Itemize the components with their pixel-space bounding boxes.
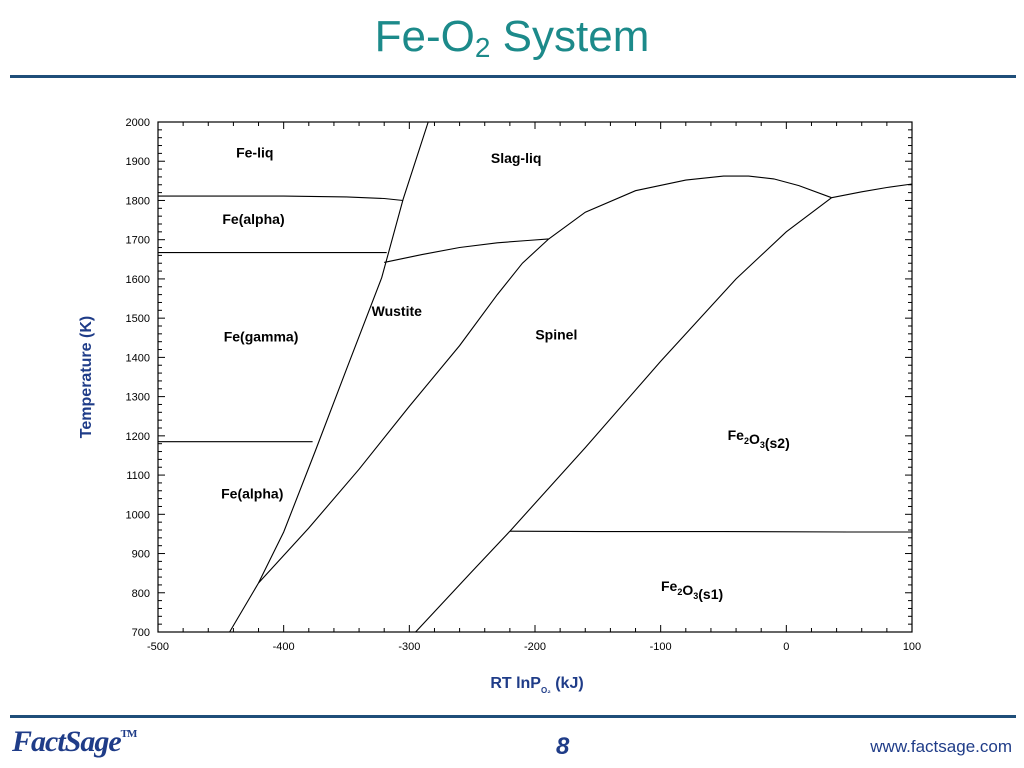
page-number: 8 bbox=[556, 733, 570, 760]
y-tick-label: 1500 bbox=[126, 313, 150, 325]
x-tick-label: -300 bbox=[398, 641, 420, 653]
phase-boundary-6 bbox=[548, 175, 832, 240]
y-tick-label: 800 bbox=[132, 588, 150, 600]
y-tick-label: 1600 bbox=[126, 274, 150, 286]
region-label: Fe-liq bbox=[236, 144, 273, 160]
y-axis-title: Temperature (K) bbox=[78, 316, 95, 438]
region-label: Fe(alpha) bbox=[221, 486, 283, 502]
x-tick-label: -500 bbox=[147, 641, 169, 653]
x-tick-label: 0 bbox=[783, 641, 789, 653]
region-label: Fe(alpha) bbox=[222, 211, 284, 227]
x-tick-label: -400 bbox=[273, 641, 295, 653]
region-label: Fe(gamma) bbox=[224, 329, 299, 345]
y-tick-label: 1400 bbox=[126, 352, 150, 364]
y-tick-label: 1800 bbox=[126, 195, 150, 207]
phase-boundary-0 bbox=[229, 121, 429, 633]
y-tick-label: 1700 bbox=[126, 235, 150, 247]
logo-text: FactSage bbox=[12, 725, 122, 758]
x-tick-label: -200 bbox=[524, 641, 546, 653]
title-end: System bbox=[490, 12, 650, 61]
y-tick-label: 1200 bbox=[126, 431, 150, 443]
top-divider bbox=[10, 75, 1016, 78]
phase-boundary-5 bbox=[258, 238, 550, 584]
phase-boundary-8 bbox=[509, 530, 912, 533]
phase-boundary-4 bbox=[384, 238, 549, 263]
x-axis-title: RT lnPO₂ (kJ) bbox=[490, 675, 583, 695]
region-label: Fe2O3(s2) bbox=[728, 427, 790, 451]
y-tick-label: 2000 bbox=[126, 117, 150, 129]
x-tick-label: -100 bbox=[650, 641, 672, 653]
slide-title: Fe-O2 System bbox=[0, 12, 1024, 64]
y-tick-label: 1300 bbox=[126, 392, 150, 404]
region-label: Fe2O3(s1) bbox=[661, 578, 723, 602]
title-subscript: 2 bbox=[474, 32, 491, 63]
phase-boundary-9 bbox=[831, 183, 913, 199]
footer-url[interactable]: www.factsage.com bbox=[870, 737, 1012, 756]
phase-boundary-1 bbox=[158, 195, 404, 202]
factsage-logo: FactSageTM bbox=[12, 725, 138, 759]
y-tick-label: 700 bbox=[132, 627, 150, 639]
phase-boundary-7 bbox=[415, 197, 832, 633]
logo-tm: TM bbox=[120, 728, 138, 740]
plot-frame bbox=[157, 121, 913, 633]
y-tick-label: 1900 bbox=[126, 156, 150, 168]
y-tick-label: 900 bbox=[132, 549, 150, 561]
y-tick-label: 1100 bbox=[126, 470, 150, 482]
title-main: Fe-O bbox=[374, 12, 475, 61]
region-label: Slag-liq bbox=[491, 150, 542, 166]
y-tick-label: 1000 bbox=[126, 509, 150, 521]
region-label: Spinel bbox=[535, 327, 577, 343]
x-tick-label: 100 bbox=[903, 641, 921, 653]
region-label: Wustite bbox=[372, 303, 423, 319]
bottom-divider bbox=[10, 715, 1016, 718]
